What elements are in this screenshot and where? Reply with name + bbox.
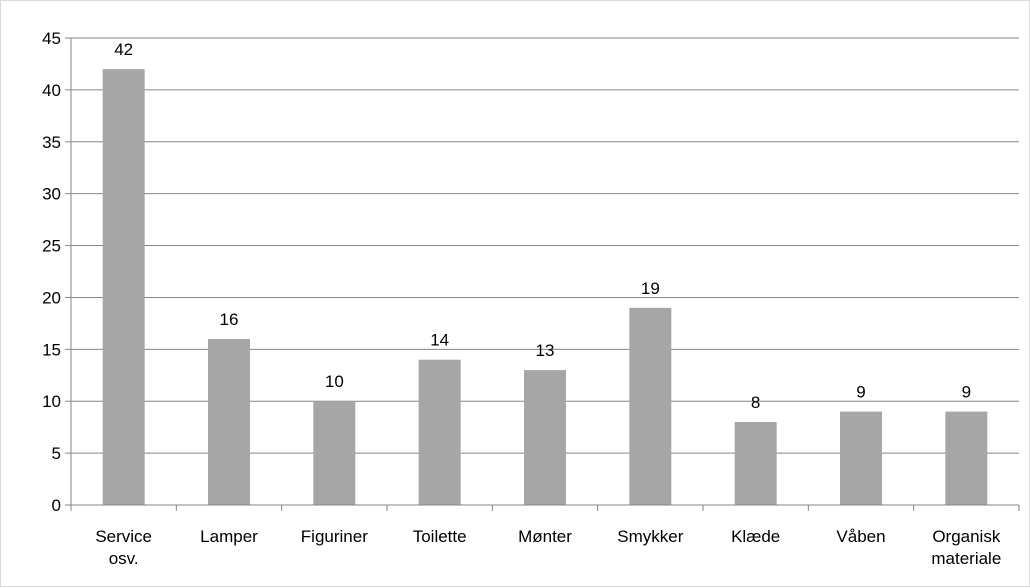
- data-label: 13: [536, 341, 555, 360]
- y-tick-label: 20: [42, 288, 61, 307]
- category-label: Organisk materiale: [931, 527, 1001, 568]
- y-tick-label: 0: [52, 496, 61, 515]
- y-tick-label: 5: [52, 444, 61, 463]
- labels: 0 5 10 15 20 25 30 35 40 45 42 Service osv. 16 Lamper 1…: [42, 29, 1001, 568]
- bar: [208, 338, 250, 505]
- data-label: 9: [856, 383, 865, 402]
- data-label: 14: [430, 331, 449, 350]
- bar: [102, 69, 145, 505]
- data-label: 10: [325, 372, 344, 391]
- bar: [840, 411, 882, 505]
- bar: [313, 401, 356, 505]
- axes: [65, 37, 1020, 511]
- y-tick-label: 25: [42, 237, 61, 256]
- bar: [945, 411, 988, 505]
- category-label: Service osv.: [95, 527, 152, 568]
- category-label: Lamper: [200, 527, 258, 546]
- data-label: 19: [641, 279, 660, 298]
- data-label: 8: [751, 393, 760, 412]
- bar: [418, 359, 461, 505]
- data-label: 42: [114, 40, 133, 59]
- y-tick-label: 10: [42, 392, 61, 411]
- data-label: 16: [220, 310, 239, 329]
- y-tick-label: 35: [42, 133, 61, 152]
- category-label: Figuriner: [301, 527, 368, 546]
- category-label: Smykker: [617, 527, 683, 546]
- y-tick-label: 30: [42, 185, 61, 204]
- category-label: Våben: [836, 527, 885, 546]
- category-label: Toilette: [413, 527, 467, 546]
- bars: [102, 69, 988, 505]
- category-label: Mønter: [518, 527, 572, 546]
- y-tick-label: 15: [42, 340, 61, 359]
- data-label: 9: [962, 383, 971, 402]
- y-tick-label: 45: [42, 29, 61, 48]
- category-label: Klæde: [731, 527, 780, 546]
- y-tick-label: 40: [42, 81, 61, 100]
- bar: [629, 307, 672, 505]
- bar: [524, 370, 566, 505]
- bar: [734, 421, 777, 505]
